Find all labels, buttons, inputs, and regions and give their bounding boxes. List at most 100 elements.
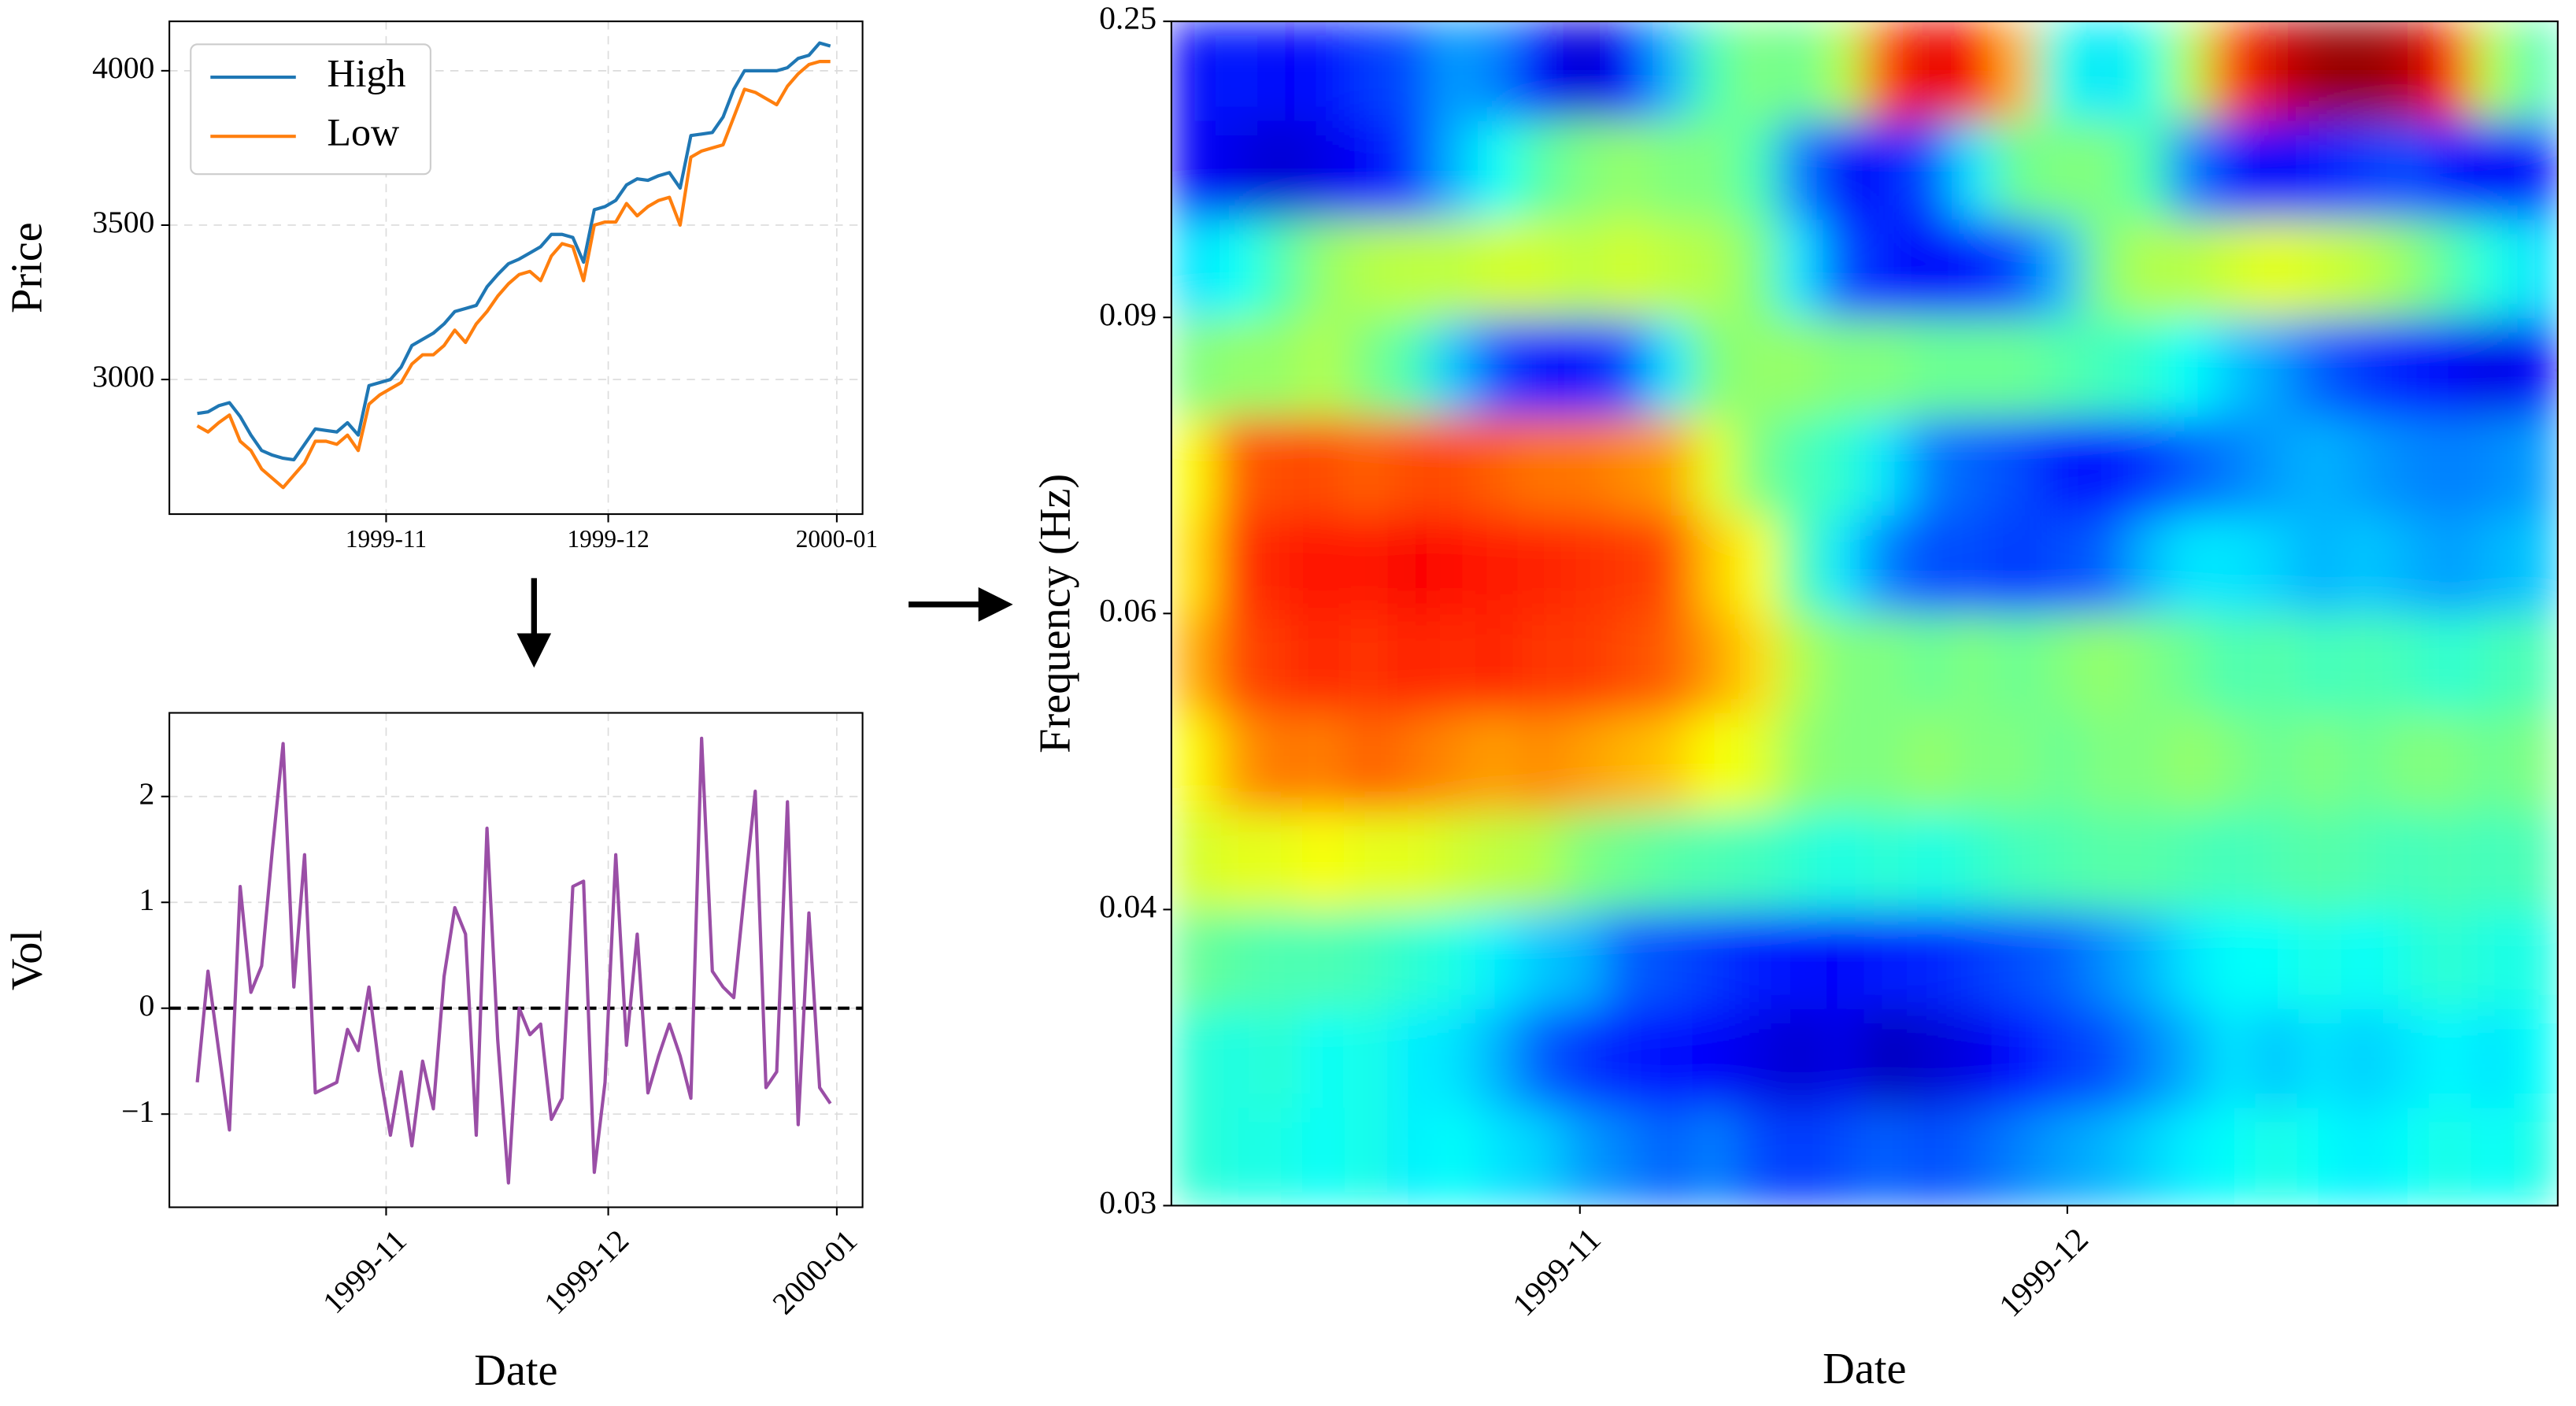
heatmap-cell bbox=[1821, 1107, 1866, 1206]
heatmap-cell bbox=[2167, 218, 2212, 319]
heatmap-cell bbox=[1994, 21, 2039, 121]
heatmap-cell bbox=[1691, 514, 1736, 615]
heatmap-cell bbox=[2211, 416, 2256, 516]
axes-frame bbox=[168, 20, 864, 516]
heatmap-cell bbox=[1821, 613, 1866, 713]
heatmap-cell bbox=[1561, 21, 1606, 121]
heatmap-cell bbox=[2081, 712, 2126, 812]
heatmap-cell bbox=[1171, 1008, 1216, 1108]
heatmap-cell bbox=[1951, 1008, 1996, 1108]
heatmap-cell bbox=[2081, 218, 2126, 319]
heatmap-cell bbox=[1561, 416, 1606, 516]
heatmap-cell bbox=[1171, 909, 1216, 1009]
heatmap-cell bbox=[2384, 120, 2429, 220]
heatmap-cell bbox=[1214, 909, 1260, 1009]
heatmap-cell bbox=[1864, 909, 1909, 1009]
heatmap-cell bbox=[1778, 21, 1823, 121]
heatmap-cell bbox=[1475, 1107, 1519, 1206]
heatmap-cell bbox=[2514, 120, 2558, 220]
heatmap-cell bbox=[1604, 120, 1649, 220]
heatmap-cell bbox=[1648, 218, 1693, 319]
heatmap-cell bbox=[1994, 1107, 2039, 1206]
heatmap-cell bbox=[2471, 21, 2516, 121]
heatmap-cell bbox=[1214, 1008, 1260, 1108]
heatmap-cell bbox=[2211, 1107, 2256, 1206]
heatmap-cell bbox=[2211, 218, 2256, 319]
heatmap-cell bbox=[1691, 120, 1736, 220]
heatmap-cell bbox=[1691, 909, 1736, 1009]
heatmap-cell bbox=[1864, 120, 1909, 220]
heatmap-cell bbox=[1388, 514, 1433, 615]
heatmap-cell bbox=[1257, 317, 1303, 417]
heatmap-cell bbox=[2341, 1107, 2385, 1206]
heatmap-cell bbox=[2427, 909, 2473, 1009]
heatmap-cell bbox=[2167, 21, 2212, 121]
heatmap-cell bbox=[2167, 120, 2212, 220]
heatmap bbox=[1171, 21, 2558, 1206]
heatmap-cell bbox=[1518, 1107, 1563, 1206]
heatmap-cell bbox=[1518, 416, 1563, 516]
heatmap-cell bbox=[1344, 120, 1390, 220]
heatmap-cell bbox=[1604, 1107, 1649, 1206]
heatmap-cell bbox=[1431, 21, 1476, 121]
heatmap-cell bbox=[1734, 416, 1779, 516]
heatmap-cell bbox=[1257, 909, 1303, 1009]
heatmap-cell bbox=[1561, 1107, 1606, 1206]
heatmap-cell bbox=[1778, 712, 1823, 812]
heatmap-cell bbox=[2081, 811, 2126, 911]
heatmap-cell bbox=[1908, 712, 1952, 812]
heatmap-cell bbox=[2514, 514, 2558, 615]
heatmap-cell bbox=[1864, 21, 1909, 121]
heatmap-cell bbox=[1821, 120, 1866, 220]
heatmap-cell bbox=[1994, 712, 2039, 812]
heatmap-cell bbox=[1214, 514, 1260, 615]
heatmap-cell bbox=[1561, 317, 1606, 417]
axes-frame bbox=[1170, 20, 2559, 1207]
heatmap-cell bbox=[2297, 811, 2342, 911]
heatmap-cell bbox=[2124, 120, 2169, 220]
heatmap-cell bbox=[1257, 218, 1303, 319]
heatmap-cell bbox=[2471, 317, 2516, 417]
heatmap-cell bbox=[1475, 613, 1519, 713]
heatmap-cell bbox=[1388, 416, 1433, 516]
heatmap-cell bbox=[1691, 1008, 1736, 1108]
heatmap-cell bbox=[1951, 909, 1996, 1009]
heatmap-cell bbox=[1951, 811, 1996, 911]
heatmap-cell bbox=[1171, 317, 1216, 417]
heatmap-cell bbox=[1648, 1008, 1693, 1108]
heatmap-cell bbox=[1561, 1008, 1606, 1108]
heatmap-cell bbox=[1821, 909, 1866, 1009]
heatmap-cell bbox=[2037, 613, 2082, 713]
heatmap-cell bbox=[1344, 218, 1390, 319]
heatmap-cell bbox=[1951, 21, 1996, 121]
heatmap-cell bbox=[1214, 317, 1260, 417]
heatmap-cell bbox=[1257, 613, 1303, 713]
heatmap-cell bbox=[1344, 416, 1390, 516]
data-line bbox=[197, 41, 831, 462]
y-tick-label: 0.04 bbox=[1099, 889, 1157, 925]
heatmap-cell bbox=[2081, 21, 2126, 121]
heatmap-cell bbox=[1951, 1107, 1996, 1206]
heatmap-cell bbox=[1864, 416, 1909, 516]
heatmap-cell bbox=[2471, 1107, 2516, 1206]
heatmap-cell bbox=[1301, 416, 1346, 516]
data-line bbox=[195, 736, 832, 1185]
heatmap-cell bbox=[2514, 317, 2558, 417]
heatmap-cell bbox=[2167, 1008, 2212, 1108]
heatmap-cell bbox=[1734, 1008, 1779, 1108]
x-tick-label: 1999-11 bbox=[316, 1223, 413, 1320]
heatmap-cell bbox=[2384, 811, 2429, 911]
heatmap-cell bbox=[1864, 1107, 1909, 1206]
heatmap-cell bbox=[2081, 514, 2126, 615]
heatmap-cell bbox=[1171, 613, 1216, 713]
heatmap-cell bbox=[1994, 613, 2039, 713]
heatmap-cell bbox=[1344, 317, 1390, 417]
heatmap-cell bbox=[1734, 21, 1779, 121]
heatmap-cell bbox=[1431, 613, 1476, 713]
heatmap-cell bbox=[1344, 613, 1390, 713]
heatmap-cell bbox=[1388, 811, 1433, 911]
heatmap-cell bbox=[1908, 120, 1952, 220]
heatmap-cell bbox=[1214, 1107, 1260, 1206]
heatmap-cell bbox=[2384, 1008, 2429, 1108]
heatmap-cell bbox=[1475, 21, 1519, 121]
